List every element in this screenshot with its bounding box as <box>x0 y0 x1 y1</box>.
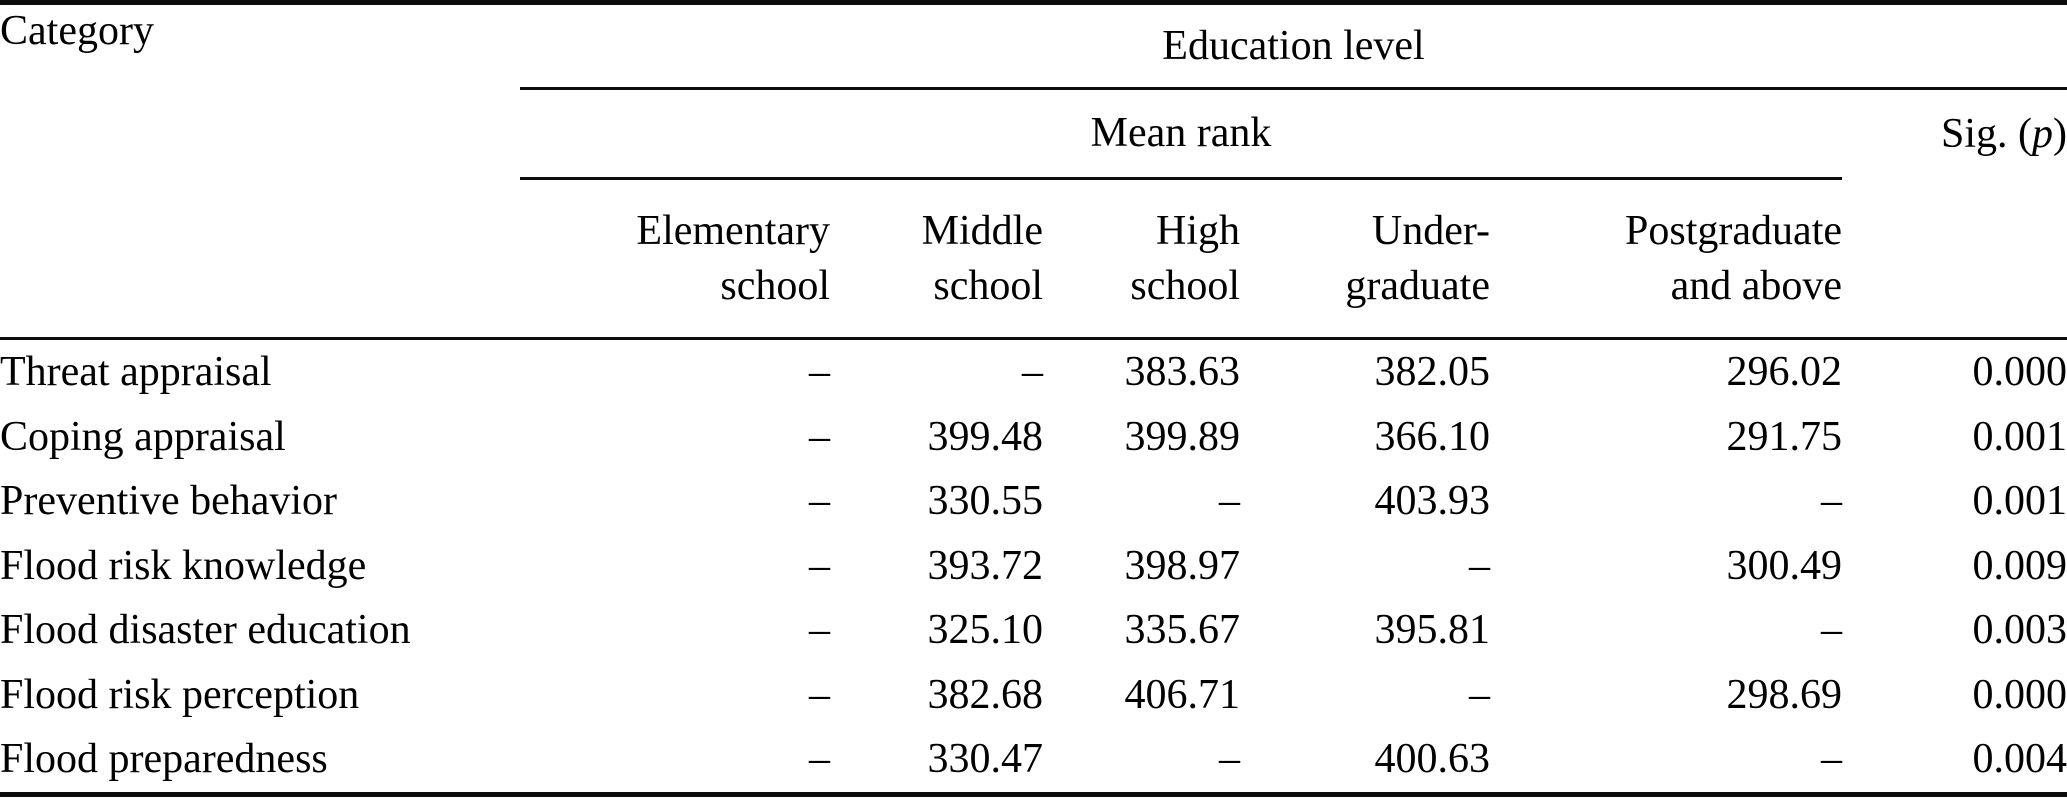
sig-p-header: Sig. (p) <box>1842 89 2067 179</box>
group-header-row: Category Education level <box>0 2 2067 90</box>
value-cell: – <box>1219 736 1240 782</box>
header-line: Under- <box>1371 207 1490 254</box>
table-row-coping-appraisal: Coping appraisal – 399.48 399.89 366.10 … <box>0 405 2067 470</box>
header-line: school <box>933 262 1043 309</box>
sig-header-p: p <box>2032 111 2053 157</box>
table-row-preventive-behavior: Preventive behavior – 330.55 – 403.93 – … <box>0 469 2067 534</box>
value-cell: 325.10 <box>927 607 1044 653</box>
value-cell: – <box>809 349 830 395</box>
value-cell: 398.97 <box>1124 542 1241 589</box>
category-cell: Coping appraisal <box>0 413 286 460</box>
value-cell: 330.55 <box>927 478 1044 524</box>
value-cell: 399.89 <box>1124 413 1241 460</box>
value-cell: 399.48 <box>927 413 1044 460</box>
header-line: school <box>720 262 830 309</box>
table-header: Category Education level Mean rank Sig. … <box>0 2 2067 339</box>
header-line: Elementary <box>636 207 830 254</box>
value-cell: 382.68 <box>927 671 1044 718</box>
sig-cell: 0.009 <box>1972 542 2067 589</box>
column-header-elementary-school: Elementary school <box>520 179 830 339</box>
sig-cell: 0.004 <box>1972 736 2067 782</box>
sig-cell: 0.003 <box>1972 607 2067 653</box>
value-cell: 296.02 <box>1726 349 1843 395</box>
value-cell: – <box>1219 478 1240 524</box>
value-cell: 366.10 <box>1374 413 1491 460</box>
value-cell: 393.72 <box>927 542 1044 589</box>
column-header-undergraduate: Under- graduate <box>1240 179 1490 339</box>
category-column-header: Category <box>0 8 154 54</box>
header-line: Postgraduate <box>1625 207 1842 254</box>
column-header-middle-school: Middle school <box>830 179 1043 339</box>
sig-cell: 0.000 <box>1972 671 2067 718</box>
sig-header-suffix: ) <box>2053 111 2067 157</box>
category-cell: Flood disaster education <box>0 607 411 653</box>
table-row-flood-preparedness: Flood preparedness – 330.47 – 400.63 – 0… <box>0 727 2067 794</box>
value-cell: – <box>1022 349 1043 395</box>
column-header-row: Elementary school Middle school High sch… <box>0 179 2067 339</box>
value-cell: 383.63 <box>1124 349 1241 395</box>
value-cell: – <box>1821 607 1842 653</box>
column-header-empty <box>1842 179 2067 339</box>
value-cell: – <box>1469 542 1490 589</box>
value-cell: 403.93 <box>1374 478 1491 524</box>
header-line: and above <box>1670 262 1842 309</box>
value-cell: 400.63 <box>1374 736 1491 782</box>
value-cell: 335.67 <box>1124 607 1241 653</box>
table-row-flood-risk-knowledge: Flood risk knowledge – 393.72 398.97 – 3… <box>0 534 2067 599</box>
category-cell: Preventive behavior <box>0 478 338 524</box>
value-cell: – <box>809 607 830 653</box>
header-line: school <box>1130 262 1240 309</box>
table-row-flood-disaster-education: Flood disaster education – 325.10 335.67… <box>0 598 2067 663</box>
value-cell: – <box>1821 736 1842 782</box>
value-cell: 406.71 <box>1124 671 1241 718</box>
table-row-threat-appraisal: Threat appraisal – – 383.63 382.05 296.0… <box>0 339 2067 405</box>
value-cell: – <box>809 542 830 589</box>
header-line: graduate <box>1345 262 1490 309</box>
header-line: Middle <box>921 207 1043 254</box>
value-cell: 382.05 <box>1374 349 1491 395</box>
subgroup-header-row: Mean rank Sig. (p) <box>0 88 2067 180</box>
category-cell: Flood risk perception <box>0 671 360 718</box>
column-header-high-school: High school <box>1043 179 1240 339</box>
column-header-postgraduate: Postgraduate and above <box>1490 179 1842 339</box>
value-cell: – <box>1821 478 1842 524</box>
category-cell: Threat appraisal <box>0 349 272 395</box>
value-cell: – <box>1469 671 1490 718</box>
value-cell: – <box>809 671 830 718</box>
table-body: Threat appraisal – – 383.63 382.05 296.0… <box>0 338 2067 795</box>
value-cell: – <box>809 478 830 524</box>
value-cell: 330.47 <box>927 736 1044 782</box>
sig-cell: 0.000 <box>1972 349 2067 395</box>
mean-rank-subheader: Mean rank <box>520 88 1842 180</box>
sig-header-prefix: Sig. ( <box>1940 111 2032 157</box>
header-line: High <box>1156 207 1240 254</box>
value-cell: – <box>809 736 830 782</box>
value-cell: 395.81 <box>1374 607 1491 653</box>
value-cell: 300.49 <box>1726 542 1843 589</box>
category-cell: Flood preparedness <box>0 736 328 782</box>
education-level-group-header: Education level <box>520 2 2067 90</box>
sig-cell: 0.001 <box>1972 413 2067 460</box>
value-cell: – <box>809 413 830 460</box>
value-cell: 298.69 <box>1726 671 1843 718</box>
sig-cell: 0.001 <box>1972 478 2067 524</box>
category-cell: Flood risk knowledge <box>0 542 367 589</box>
value-cell: 291.75 <box>1726 413 1843 460</box>
table-row-flood-risk-perception: Flood risk perception – 382.68 406.71 – … <box>0 663 2067 728</box>
